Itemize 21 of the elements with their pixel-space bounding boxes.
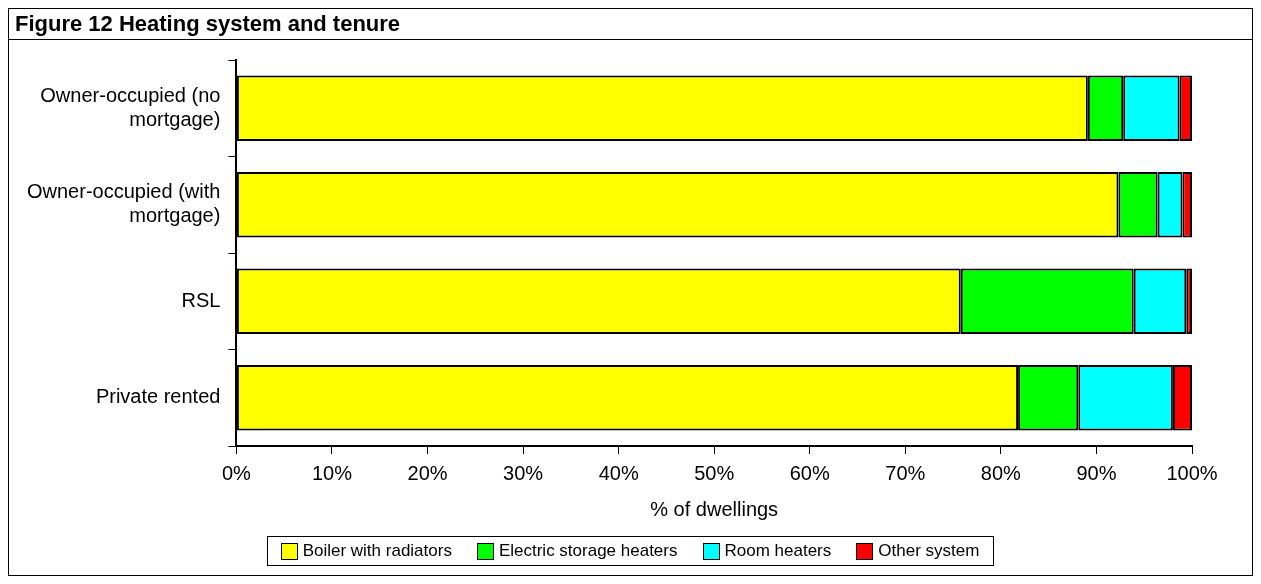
legend-label: Room heaters xyxy=(724,541,832,561)
legend-label: Electric storage heaters xyxy=(498,541,678,561)
x-tick-label: 60% xyxy=(789,461,830,484)
x-tick-label: 70% xyxy=(885,461,926,484)
chart-title: Figure 12 Heating system and tenure xyxy=(9,9,1252,40)
y-tick-label: Private rented xyxy=(95,385,221,408)
y-tick-label: Owner-occupied (no mortgage) xyxy=(40,83,221,130)
legend-label: Other system xyxy=(878,541,980,561)
y-tick-label: RSL xyxy=(181,288,221,311)
x-tick-label: 50% xyxy=(694,461,735,484)
legend-label: Boiler with radiators xyxy=(302,541,452,561)
x-tick-label: 80% xyxy=(980,461,1022,484)
x-tick-label: 0% xyxy=(221,461,252,484)
x-tick-label: 20% xyxy=(407,461,448,484)
x-tick-label: 100% xyxy=(1166,461,1218,484)
x-tick-label: 90% xyxy=(1076,461,1117,484)
x-tick-label: 40% xyxy=(598,461,639,484)
y-tick-label: Owner-occupied (with mortgage) xyxy=(26,180,221,227)
x-tick-label: 10% xyxy=(311,461,353,484)
x-tick-label: 30% xyxy=(503,461,544,484)
x-axis-title: % of dwellings xyxy=(650,497,779,520)
